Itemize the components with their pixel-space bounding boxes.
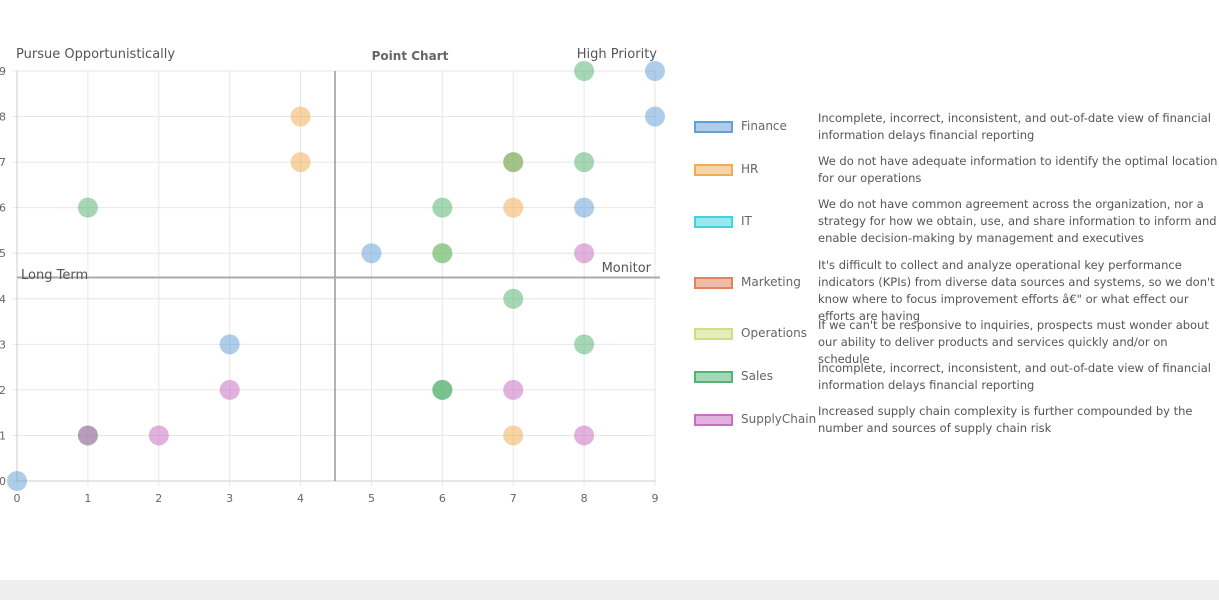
- x-tick-label: 2: [155, 492, 162, 505]
- data-point-finance[interactable]: [219, 334, 240, 355]
- data-point-supplychain[interactable]: [148, 425, 169, 446]
- data-point-sales[interactable]: [432, 197, 453, 218]
- x-tick-label: 8: [581, 492, 588, 505]
- legend-description-it: We do not have common agreement across t…: [818, 197, 1217, 245]
- legend-description-hr: We do not have adequate information to i…: [818, 154, 1218, 185]
- legend-label-supplychain: SupplyChain: [741, 412, 817, 426]
- legend-label-operations: Operations: [741, 326, 807, 340]
- quadrant-label-monitor: Monitor: [602, 261, 652, 276]
- point-chart: 0 1 2 3 4 5 6 7 8 9 0 1 2 3 4 5 6 7 8 9 Point Chart Pursue …: [0, 47, 665, 505]
- data-point-supplychain[interactable]: [219, 379, 240, 400]
- legend-swatch-supplychain: [694, 414, 733, 426]
- data-point-sales[interactable]: [432, 379, 453, 400]
- legend: Finance Incomplete, incorrect, inconsiste…: [693, 0, 1219, 560]
- x-tick-label: 5: [368, 492, 375, 505]
- data-point-hr[interactable]: [503, 425, 524, 446]
- legend-description-sales: Incomplete, incorrect, inconsistent, and…: [818, 361, 1211, 392]
- data-point-sales[interactable]: [503, 152, 524, 173]
- grid-lines: [13, 70, 656, 486]
- x-tick-label: 9: [652, 492, 659, 505]
- x-tick-label: 6: [439, 492, 446, 505]
- y-tick-label: 8: [0, 111, 6, 124]
- legend-label-marketing: Marketing: [741, 274, 801, 289]
- data-point-supplychain[interactable]: [574, 243, 595, 264]
- quadrant-label-pursue: Pursue Opportunistically: [16, 47, 175, 62]
- legend-swatch-marketing: [694, 276, 733, 289]
- legend-swatch-sales: [694, 371, 733, 383]
- x-tick-label: 4: [297, 492, 304, 505]
- quadrant-label-long-term: Long Term: [21, 268, 88, 283]
- data-point-sales[interactable]: [574, 334, 595, 355]
- data-point-supplychain[interactable]: [574, 425, 595, 446]
- x-tick-label: 0: [14, 492, 21, 505]
- legend-description-finance: Incomplete, incorrect, inconsistent, and…: [818, 111, 1211, 142]
- quadrant-dividers: [17, 71, 660, 481]
- legend-description-supplychain: Increased supply chain complexity is fur…: [818, 404, 1193, 435]
- y-tick-label: 0: [0, 475, 6, 488]
- y-tick-label: 4: [0, 293, 6, 306]
- data-point-hr[interactable]: [290, 152, 311, 173]
- y-tick-label: 3: [0, 338, 6, 351]
- legend-swatch-hr: [694, 164, 733, 176]
- data-point-hr[interactable]: [503, 197, 524, 218]
- quadrant-label-high-priority: High Priority: [577, 47, 658, 62]
- legend-label-sales: Sales: [741, 369, 773, 383]
- legend-swatch-finance: [694, 121, 733, 133]
- legend-label-finance: Finance: [741, 119, 787, 133]
- y-tick-label: 1: [0, 429, 6, 442]
- axis-ticks: 0 1 2 3 4 5 6 7 8 9 0 1 2 3 4 5 6 7 8 9: [0, 65, 659, 505]
- data-point-finance[interactable]: [361, 243, 382, 264]
- data-point-sales[interactable]: [77, 197, 98, 218]
- data-point-finance[interactable]: [645, 61, 665, 81]
- legend-label-it: IT: [741, 213, 752, 228]
- data-point-sales[interactable]: [574, 61, 595, 81]
- data-point-supplychain[interactable]: [503, 379, 524, 400]
- data-point-finance[interactable]: [7, 471, 27, 491]
- footer-bar: [0, 580, 1219, 600]
- y-tick-label: 2: [0, 384, 6, 397]
- x-tick-label: 1: [84, 492, 91, 505]
- chart-title: Point Chart: [372, 49, 449, 63]
- data-point-sales[interactable]: [503, 288, 524, 309]
- y-tick-label: 9: [0, 65, 6, 78]
- data-point-sales[interactable]: [432, 243, 453, 264]
- y-tick-label: 7: [0, 156, 6, 169]
- y-tick-label: 6: [0, 202, 6, 215]
- x-tick-label: 3: [226, 492, 233, 505]
- legend-swatch-it: [694, 215, 733, 228]
- data-point-finance[interactable]: [645, 106, 665, 127]
- data-point-supplychain[interactable]: [77, 425, 98, 446]
- data-point-hr[interactable]: [290, 106, 311, 127]
- data-points: [7, 61, 665, 491]
- legend-description-marketing: It's difficult to collect and analyze op…: [818, 258, 1215, 323]
- data-point-sales[interactable]: [574, 152, 595, 173]
- y-tick-label: 5: [0, 247, 6, 260]
- x-tick-label: 7: [510, 492, 517, 505]
- data-point-finance[interactable]: [574, 197, 595, 218]
- legend-swatch-operations: [694, 328, 733, 340]
- legend-label-hr: HR: [741, 162, 759, 176]
- legend-description-operations: If we can't be responsive to inquiries, …: [818, 318, 1209, 366]
